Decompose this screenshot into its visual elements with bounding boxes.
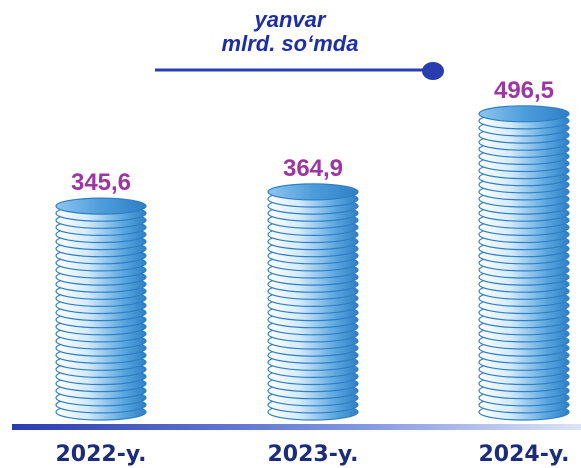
category-label-1: 2022-y. [55, 442, 146, 467]
bar-1 [55, 197, 147, 421]
value-label-1: 345,6 [71, 169, 131, 196]
value-label-2: 364,9 [283, 155, 343, 182]
title-rule-dot [422, 62, 444, 80]
chart-subtitle: mlrd. so‘mda [221, 31, 359, 56]
baseline [12, 424, 581, 430]
category-label-2: 2023-y. [267, 442, 358, 467]
bar-2 [267, 183, 359, 421]
value-label-3: 496,5 [494, 77, 554, 104]
chart-title: yanvar [254, 7, 326, 32]
category-label-3: 2024-y. [478, 442, 569, 467]
bar-3 [478, 105, 570, 421]
